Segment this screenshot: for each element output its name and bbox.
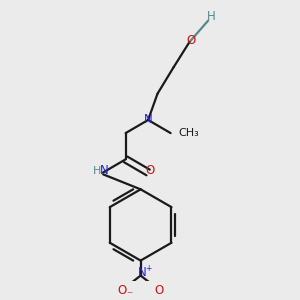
Text: O: O bbox=[187, 34, 196, 47]
Text: O: O bbox=[155, 284, 164, 297]
Text: N: N bbox=[144, 113, 152, 127]
Text: ⁻: ⁻ bbox=[126, 290, 133, 300]
Text: H: H bbox=[92, 166, 101, 176]
Text: CH₃: CH₃ bbox=[178, 128, 199, 138]
Text: O: O bbox=[146, 164, 154, 177]
Text: N: N bbox=[138, 266, 147, 279]
Text: N: N bbox=[100, 164, 108, 177]
Text: +: + bbox=[145, 264, 151, 273]
Text: H: H bbox=[206, 11, 215, 23]
Text: O: O bbox=[117, 284, 127, 297]
